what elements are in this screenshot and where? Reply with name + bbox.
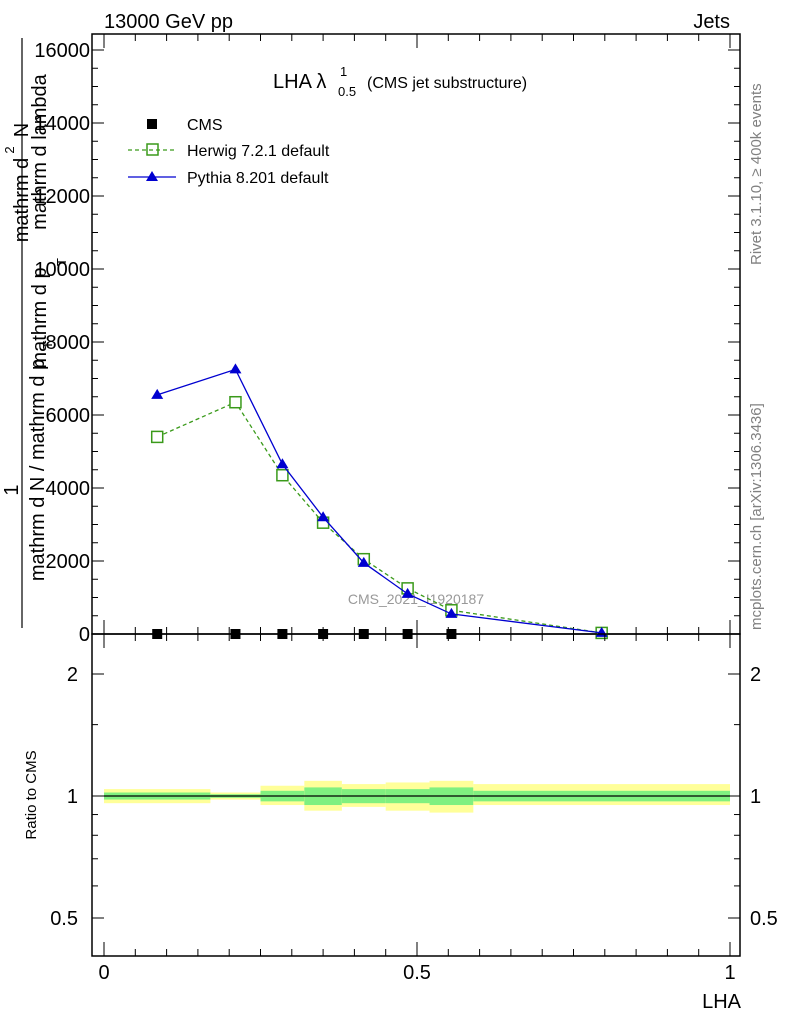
- legend-label-pythia: Pythia 8.201 default: [187, 170, 329, 187]
- header-left: 13000 GeV pp: [104, 11, 233, 33]
- title-sub: 0.5: [338, 84, 356, 99]
- y-tick-label: 14000: [34, 113, 90, 135]
- herwig-point: [276, 468, 289, 482]
- ratio-x-axis: 0 0.5 1: [98, 634, 736, 984]
- ratio-bands: [104, 780, 730, 813]
- y-tick-label: 2000: [46, 551, 91, 573]
- watermark: CMS_2021_I1920187: [348, 591, 484, 607]
- ratio-y-tick-label-right: 2: [750, 664, 761, 686]
- legend-label-herwig: Herwig 7.2.1 default: [187, 143, 330, 160]
- y-tick-label: 0: [79, 624, 90, 646]
- y-label-den-a: mathrm d N / mathrm d p: [27, 359, 49, 581]
- herwig-point: [150, 430, 164, 444]
- legend-marker-pythia: [146, 171, 158, 181]
- legend-marker-cms: [147, 119, 157, 129]
- svg-text:LHA λ: LHA λ: [273, 71, 326, 93]
- y-label-den-sub2: T: [54, 258, 69, 266]
- y-tick-label: 12000: [34, 186, 90, 208]
- ratio-y-tick-label-left: 0.5: [50, 908, 78, 930]
- ratio-y-tick-label-right: 1: [750, 786, 761, 808]
- y-label-den-c: mathrm d lambda: [29, 73, 51, 229]
- ratio-y-tick-label-left: 1: [67, 786, 78, 808]
- x-tick-label: 1: [724, 962, 735, 984]
- header-right: Jets: [693, 11, 730, 33]
- y-tick-label: 16000: [34, 40, 90, 62]
- ratio-y-tick-label-right: 0.5: [750, 908, 778, 930]
- pythia-point: [445, 607, 458, 618]
- y-label-numerator-sup: 2: [2, 146, 17, 153]
- y-tick-label: 8000: [46, 332, 91, 354]
- rivet-label: Rivet 3.1.10, ≥ 400k events: [748, 83, 765, 265]
- y-tick-label: 4000: [46, 478, 91, 500]
- main-y-label: 1 mathrm d N 2 mathrm d N / mathrm d p T…: [1, 38, 69, 628]
- x-axis-label: LHA: [702, 991, 742, 1013]
- y-tick-label: 6000: [46, 405, 91, 427]
- x-tick-label: 0.5: [403, 962, 431, 984]
- legend-marker-herwig: [146, 143, 159, 156]
- pythia-point: [357, 556, 370, 567]
- y-label-den-b: mathrm d p: [29, 267, 51, 368]
- y-label-one: 1: [1, 484, 23, 495]
- pythia-point: [317, 511, 330, 522]
- pythia-point: [276, 458, 289, 469]
- title-main: LHA λ: [273, 71, 326, 93]
- legend: CMS Herwig 7.2.1 default Pythia 8.201 de…: [128, 117, 330, 187]
- pythia-point: [401, 587, 414, 598]
- pythia-line: [157, 368, 602, 634]
- pythia-point: [151, 388, 164, 399]
- ratio-y-tick-label-left: 2: [67, 664, 78, 686]
- title-sup: 1: [340, 64, 347, 79]
- main-y-axis: 0 2000 4000 6000 8000 10000 12000 14000 16000: [34, 40, 740, 646]
- main-x-axis: [103, 34, 731, 634]
- mcplots-label: mcplots.cern.ch [arXiv:1306.3436]: [748, 403, 765, 630]
- title-extra: (CMS jet substructure): [367, 75, 527, 92]
- y-label-den-sub: T: [40, 341, 55, 349]
- y-tick-label: 10000: [34, 259, 90, 281]
- pythia-point: [229, 363, 242, 374]
- herwig-point: [229, 395, 242, 409]
- plot-title: LHA λ 1 0.5 (CMS jet substructure): [273, 64, 527, 99]
- legend-label-cms: CMS: [187, 117, 223, 134]
- ratio-panel-frame: [91, 633, 741, 957]
- ratio-y-axis: 0.5 0.5 1 1 2 2: [50, 664, 778, 930]
- x-tick-label: 0: [98, 962, 109, 984]
- ratio-y-label: Ratio to CMS: [23, 750, 40, 839]
